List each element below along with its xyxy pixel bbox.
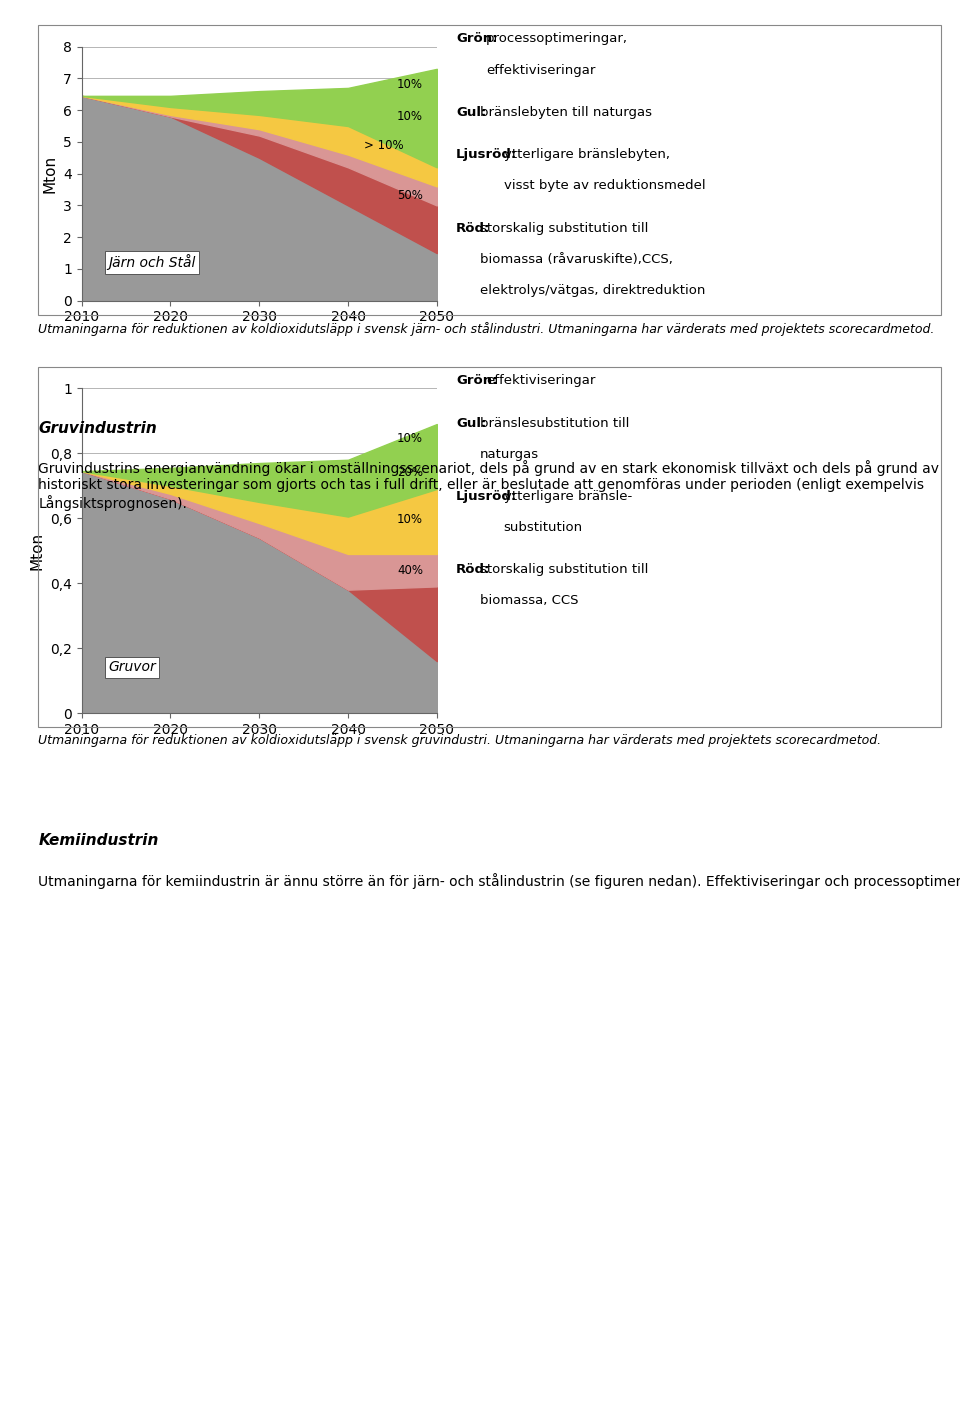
Text: 20%: 20% <box>397 466 423 479</box>
Text: ytterligare bränsle-: ytterligare bränsle- <box>504 490 632 503</box>
Text: biomassa, CCS: biomassa, CCS <box>480 594 578 607</box>
Text: processoptimeringar,: processoptimeringar, <box>486 32 628 45</box>
Text: Gul:: Gul: <box>456 106 487 119</box>
Text: Järn och Stål: Järn och Stål <box>108 254 196 270</box>
Text: biomassa (råvaruskifte),CCS,: biomassa (råvaruskifte),CCS, <box>480 253 673 265</box>
Text: 10%: 10% <box>397 110 423 123</box>
Text: visst byte av reduktionsmedel: visst byte av reduktionsmedel <box>504 179 706 192</box>
Text: Gul:: Gul: <box>456 417 487 429</box>
Text: Utmaningarna för kemiindustrin är ännu större än för järn- och stålindustrin (se: Utmaningarna för kemiindustrin är ännu s… <box>38 873 960 888</box>
Y-axis label: Mton: Mton <box>30 531 44 570</box>
Text: Grön:: Grön: <box>456 374 497 387</box>
Text: Gruvindustrin: Gruvindustrin <box>38 421 157 436</box>
Text: substitution: substitution <box>504 521 583 534</box>
Text: Gruvor: Gruvor <box>108 659 156 674</box>
Text: storskalig substitution till: storskalig substitution till <box>480 222 648 234</box>
Text: Gruvindustrins energianvändning ökar i omställningsscenariot, dels på grund av e: Gruvindustrins energianvändning ökar i o… <box>38 460 940 511</box>
Text: Kemiindustrin: Kemiindustrin <box>38 833 158 849</box>
Text: Röd:: Röd: <box>456 563 491 576</box>
Text: effektiviseringar: effektiviseringar <box>486 374 595 387</box>
Text: elektrolys/vätgas, direktreduktion: elektrolys/vätgas, direktreduktion <box>480 284 706 297</box>
Y-axis label: Mton: Mton <box>42 154 58 193</box>
Text: 10%: 10% <box>397 432 423 445</box>
Text: storskalig substitution till: storskalig substitution till <box>480 563 648 576</box>
Text: Utmaningarna för reduktionen av koldioxidutsläpp i svensk järn- och stålindustri: Utmaningarna för reduktionen av koldioxi… <box>38 322 935 336</box>
Text: effektiviseringar: effektiviseringar <box>486 64 595 76</box>
Text: > 10%: > 10% <box>364 138 403 151</box>
Text: Röd:: Röd: <box>456 222 491 234</box>
Text: bränslebyten till naturgas: bränslebyten till naturgas <box>480 106 652 119</box>
Text: naturgas: naturgas <box>480 448 539 460</box>
Text: Ljusröd:: Ljusröd: <box>456 490 517 503</box>
Text: ytterligare bränslebyten,: ytterligare bränslebyten, <box>504 148 670 161</box>
Text: 40%: 40% <box>397 563 423 576</box>
Text: 10%: 10% <box>397 514 423 527</box>
Text: bränslesubstitution till: bränslesubstitution till <box>480 417 629 429</box>
Text: 10%: 10% <box>397 78 423 92</box>
Text: Utmaningarna för reduktionen av koldioxidutsläpp i svensk gruvindustri. Utmaning: Utmaningarna för reduktionen av koldioxi… <box>38 734 881 747</box>
Text: Grön:: Grön: <box>456 32 497 45</box>
Text: 50%: 50% <box>397 189 423 202</box>
Text: Ljusröd:: Ljusröd: <box>456 148 517 161</box>
